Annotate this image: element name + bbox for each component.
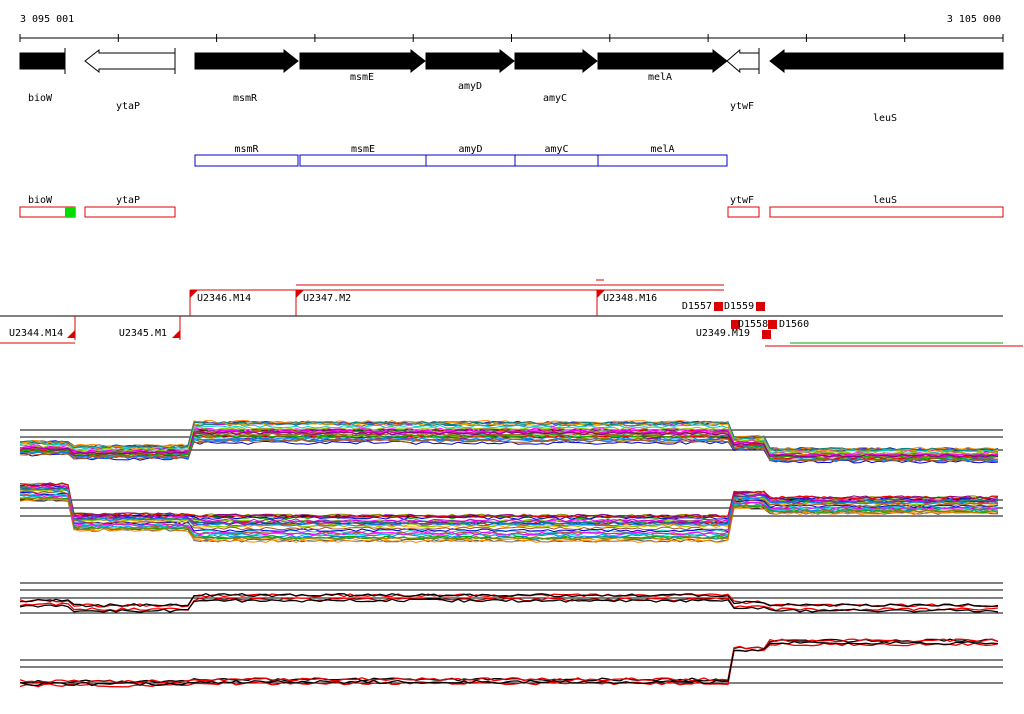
signal-trace	[19, 497, 999, 541]
gene-arrow	[597, 48, 728, 74]
flag	[67, 330, 75, 338]
green-mark	[65, 207, 75, 217]
gene-arrow	[514, 48, 598, 74]
feature-label: D1558	[738, 319, 768, 330]
gene-label: leuS	[873, 113, 897, 124]
red-box	[84, 206, 176, 218]
red-label: leuS	[873, 195, 897, 206]
feature-label: D1557	[682, 301, 712, 312]
feature-label: U2347.M2	[303, 293, 351, 304]
flag	[296, 290, 304, 298]
gene-label: msmE	[350, 72, 374, 83]
gene-arrow	[84, 48, 176, 74]
feature-label: U2348.M16	[603, 293, 657, 304]
signal-trace	[19, 482, 998, 519]
feature-label: D1559	[724, 301, 754, 312]
signal-trace	[19, 640, 999, 687]
blue-label: msmE	[351, 144, 375, 155]
flag	[190, 290, 198, 298]
ruler-end: 3 105 000	[947, 14, 1001, 25]
signal-trace	[19, 431, 999, 458]
gene-label: melA	[648, 72, 672, 83]
signal-trace	[19, 493, 999, 536]
signal-trace	[19, 488, 999, 527]
red-label: ytaP	[116, 195, 140, 206]
signal-trace	[19, 486, 999, 525]
feature-label: U2344.M14	[9, 328, 63, 339]
feature-label: U2345.M1	[119, 328, 167, 339]
gene-label: amyD	[458, 81, 482, 92]
blue-box	[299, 154, 427, 167]
blue-label: amyD	[458, 144, 482, 155]
gene-label: amyC	[543, 93, 567, 104]
gene-arrow	[769, 48, 1004, 74]
gene-label: msmR	[233, 93, 258, 104]
probe	[714, 302, 723, 311]
signal-trace	[19, 438, 999, 463]
signal-trace	[19, 490, 999, 531]
blue-box	[425, 154, 516, 167]
gene-label: bioW	[28, 93, 53, 104]
feature-label: U2349.M19	[696, 328, 750, 339]
blue-label: msmR	[234, 144, 259, 155]
probe	[756, 302, 765, 311]
flag	[597, 290, 605, 298]
gene-label: ytwF	[730, 101, 754, 112]
gene-arrow	[194, 48, 299, 74]
signal-trace	[19, 638, 999, 684]
blue-label: amyC	[544, 144, 568, 155]
flag	[172, 330, 180, 338]
ruler-start: 3 095 001	[20, 14, 74, 25]
signal-trace	[19, 498, 999, 543]
gene-arrow	[425, 48, 515, 74]
signal-trace	[19, 642, 999, 688]
gene-arrow	[726, 48, 760, 74]
signal-trace	[19, 485, 999, 523]
signal-trace	[19, 638, 999, 684]
gene-label: ytaP	[116, 101, 140, 112]
gene-arrow	[19, 52, 66, 70]
blue-box	[597, 154, 728, 167]
signal-trace	[19, 426, 999, 455]
signal-trace	[19, 593, 999, 608]
red-label: ytwF	[730, 195, 754, 206]
probe	[731, 320, 740, 329]
probe	[768, 320, 777, 329]
red-box	[769, 206, 1004, 218]
red-box	[727, 206, 760, 218]
blue-label: melA	[650, 144, 674, 155]
signal-trace	[19, 421, 999, 452]
signal-trace	[19, 598, 999, 613]
blue-box	[514, 154, 599, 167]
signal-trace	[19, 439, 999, 463]
blue-box	[194, 154, 299, 167]
red-label: bioW	[28, 195, 53, 206]
gene-arrow	[299, 48, 426, 74]
signal-trace	[19, 491, 999, 533]
feature-label: D1560	[779, 319, 809, 330]
feature-label: U2346.M14	[197, 293, 251, 304]
probe	[762, 330, 771, 339]
